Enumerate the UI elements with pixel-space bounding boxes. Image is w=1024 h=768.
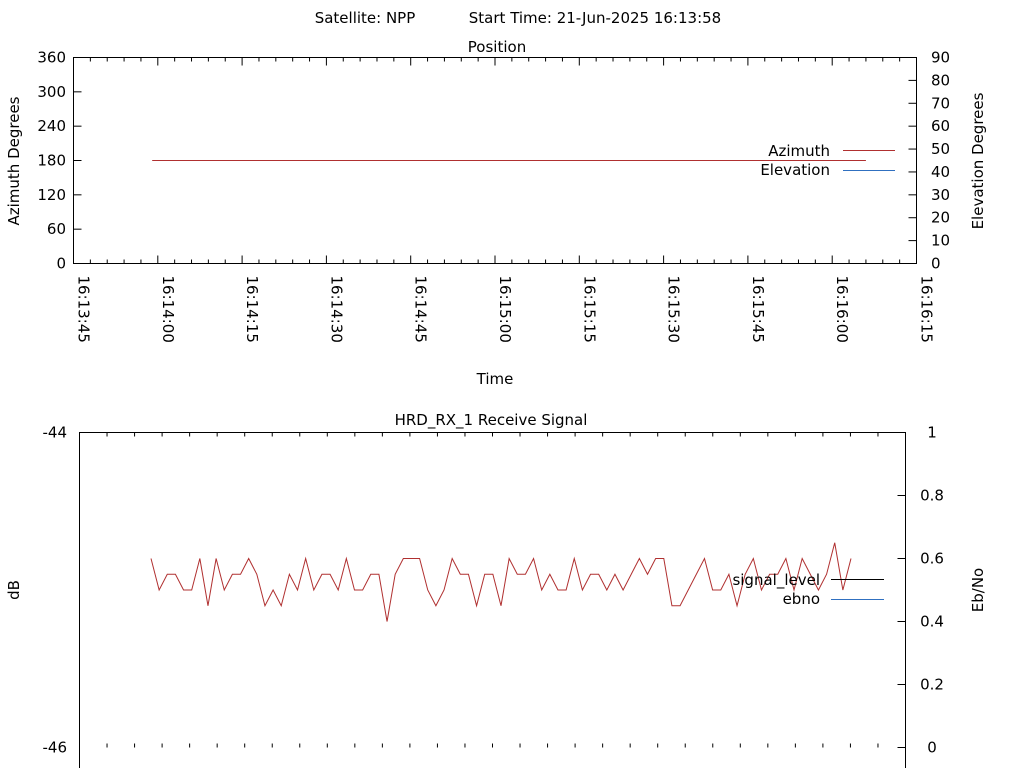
signal-y-tick-label: -46 — [43, 739, 68, 757]
series-line-ebno-trace — [150, 542, 852, 622]
position-y2-ticks: 0 10 20 30 40 50 60 70 80 90 — [908, 49, 950, 273]
signal-y-tick-label: -44 — [43, 424, 68, 442]
position-y-tick-label: 120 — [37, 186, 66, 204]
legend-ebno-label: ebno — [783, 590, 820, 608]
legend-signal-level-label: signal_level — [732, 571, 820, 590]
position-x-tick-label: 16:15:15 — [580, 276, 598, 343]
position-x-tick-label: 16:14:15 — [243, 276, 261, 343]
position-y2-tick-label: 50 — [931, 140, 950, 158]
receive-signal-chart: HRD_RX_1 Receive Signal dB Eb/No -44-46 … — [5, 411, 987, 768]
signal-title: HRD_RX_1 Receive Signal — [395, 411, 588, 430]
position-y2-tick-label: 40 — [931, 163, 950, 181]
signal-x-ticks — [79, 432, 906, 748]
signal-y2-tick-label: 0.8 — [920, 487, 944, 505]
position-x-tick-label: 16:15:45 — [749, 276, 767, 343]
position-y2-tick-label: 20 — [931, 209, 950, 227]
legend-azimuth-label: Azimuth — [768, 142, 830, 160]
position-x-tick-label: 16:15:00 — [496, 276, 514, 343]
position-x-tick-label: 16:16:15 — [918, 276, 936, 343]
signal-y2-tick-label: 0.4 — [920, 613, 944, 631]
position-x-tick-label: 16:16:00 — [833, 276, 851, 343]
position-y2-tick-label: 80 — [931, 71, 950, 89]
position-y-tick-label: 300 — [37, 83, 66, 101]
position-x-tick-label: 16:14:45 — [412, 276, 430, 343]
position-y-tick-label: 60 — [47, 220, 66, 238]
start-time-label: Start Time: 21-Jun-2025 16:13:58 — [469, 9, 721, 27]
signal-y2-tick-label: 1 — [927, 424, 937, 442]
position-y-tick-label: 180 — [37, 152, 66, 170]
position-y2-axis-label: Elevation Degrees — [969, 92, 987, 229]
position-x-tick-label: 16:14:00 — [159, 276, 177, 343]
signal-series — [150, 542, 852, 622]
position-x-ticks: 16:13:45 16:14:00 16:14:15 16:14:30 16:14:45… — [73, 57, 936, 343]
position-x-axis-label: Time — [476, 370, 514, 388]
legend-elevation-label: Elevation — [760, 161, 830, 179]
signal-legend: signal_level ebno — [732, 571, 884, 608]
position-y2-tick-label: 30 — [931, 186, 950, 204]
position-y-ticks: 0 60 120 180 240 300 360 — [37, 49, 82, 273]
position-y2-tick-label: 0 — [931, 255, 941, 273]
position-y2-tick-label: 70 — [931, 94, 950, 112]
position-x-tick-label: 16:14:30 — [327, 276, 345, 343]
signal-y-ticks: -44 -46 — [43, 424, 68, 757]
signal-y2-tick-label: 0.6 — [920, 550, 944, 568]
signal-y2-ticks: 0 0.2 0.4 0.6 0.8 1 — [897, 424, 944, 757]
position-legend: Azimuth Elevation — [760, 142, 895, 179]
signal-y2-tick-label: 0.2 — [920, 676, 944, 694]
position-y-tick-label: 240 — [37, 117, 66, 135]
signal-y2-tick-label: 0 — [927, 739, 937, 757]
position-title: Position — [468, 38, 526, 56]
position-y-axis-label: Azimuth Degrees — [5, 96, 23, 225]
position-y2-tick-label: 90 — [931, 49, 950, 67]
position-chart: Position Azimuth Degrees Elevation Degre… — [5, 38, 987, 388]
position-y2-tick-label: 60 — [931, 117, 950, 135]
position-x-tick-label: 16:13:45 — [75, 276, 93, 343]
signal-y2-axis-label: Eb/No — [969, 568, 987, 612]
position-y-tick-label: 360 — [37, 49, 66, 67]
satellite-label: Satellite: NPP — [315, 9, 416, 27]
position-y-tick-label: 0 — [56, 255, 66, 273]
position-x-tick-label: 16:15:30 — [665, 276, 683, 343]
position-y2-tick-label: 10 — [931, 232, 950, 250]
signal-y-axis-label: dB — [5, 580, 23, 600]
